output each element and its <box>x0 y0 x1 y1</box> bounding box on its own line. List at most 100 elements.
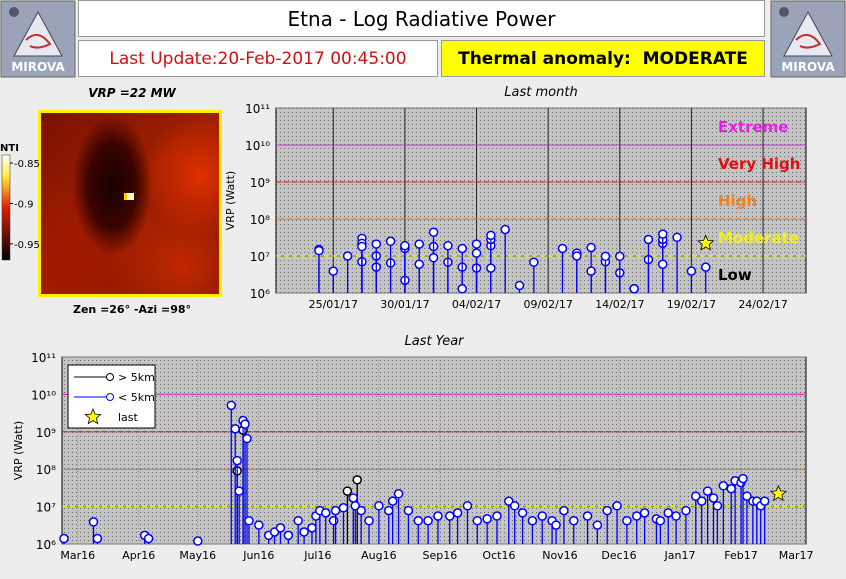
point <box>283 530 294 541</box>
x-tick-label: Apr16 <box>122 549 155 562</box>
point <box>602 505 612 516</box>
point <box>299 527 309 537</box>
colorbar-tick-label: -0.85 <box>14 159 40 170</box>
point <box>486 230 496 241</box>
point <box>658 259 668 269</box>
y-tick-label: 10¹¹ <box>245 102 270 116</box>
point <box>307 523 317 533</box>
point <box>457 243 467 254</box>
point <box>671 511 681 521</box>
x-tick-label: 24/02/17 <box>738 298 787 311</box>
point <box>350 501 361 511</box>
point <box>92 533 103 544</box>
point <box>738 473 748 484</box>
point <box>492 511 502 521</box>
point <box>383 505 394 516</box>
last-update: Last Update:20-Feb-2017 00:45:00 <box>78 40 438 77</box>
y-tick-label: 10⁹ <box>250 176 270 190</box>
x-tick-label: Jan17 <box>664 549 696 562</box>
x-tick-label: Mar16 <box>60 549 95 562</box>
x-tick-label: Aug16 <box>361 549 396 562</box>
y-tick-label: 10⁸ <box>250 213 270 227</box>
point <box>88 517 99 527</box>
y-tick-label: 10¹⁰ <box>245 139 270 153</box>
point <box>234 486 244 496</box>
x-tick-label: Sep16 <box>423 549 458 562</box>
x-tick-label: Mar17 <box>779 549 814 562</box>
point <box>639 508 650 518</box>
point <box>143 533 154 544</box>
point <box>443 240 453 251</box>
x-tick-label: 04/02/17 <box>452 298 501 311</box>
point <box>357 241 367 252</box>
point <box>509 501 520 511</box>
point <box>557 243 568 254</box>
point <box>433 511 443 521</box>
point <box>718 481 729 491</box>
logo-right: MIROVA <box>770 0 846 78</box>
point <box>655 515 666 526</box>
point <box>400 240 410 251</box>
point <box>672 232 682 243</box>
y-tick-label: 10⁶ <box>250 287 270 301</box>
point <box>356 505 366 516</box>
point <box>328 515 339 526</box>
point <box>342 251 353 261</box>
point <box>413 515 424 526</box>
y-axis-label: VRP (Watt) <box>12 421 25 480</box>
point <box>686 266 697 276</box>
point <box>374 501 384 511</box>
point <box>631 511 642 521</box>
y-tick-label: 10¹⁰ <box>31 388 56 402</box>
x-tick-label: 09/02/17 <box>523 298 572 311</box>
hotspot <box>127 193 134 200</box>
x-tick-label: 30/01/17 <box>380 298 429 311</box>
point <box>708 493 719 503</box>
x-tick-label: 25/01/17 <box>309 298 358 311</box>
point <box>517 508 528 518</box>
threshold-label: High <box>718 192 757 210</box>
point <box>472 515 483 526</box>
point <box>702 486 713 496</box>
point <box>696 496 707 506</box>
point <box>414 239 424 249</box>
point <box>352 475 362 485</box>
x-tick-label: Feb17 <box>724 549 757 562</box>
point <box>232 455 242 466</box>
page-title: Etna - Log Radiative Power <box>78 0 765 37</box>
y-tick-label: 10⁸ <box>36 463 56 477</box>
point <box>712 501 723 511</box>
anomaly-level: Thermal anomaly: MODERATE <box>441 40 765 77</box>
point <box>385 236 396 247</box>
chart-title: Last month <box>504 85 577 100</box>
point <box>681 505 691 516</box>
colorbar: NTI -0.85 -0.9 -0.95 <box>0 143 40 261</box>
point <box>586 266 596 276</box>
x-tick-label: May16 <box>179 549 216 562</box>
threshold-label: Very High <box>718 155 800 173</box>
point <box>658 229 668 239</box>
point <box>759 496 770 506</box>
point <box>742 491 752 501</box>
point <box>254 520 264 530</box>
point <box>59 533 69 544</box>
point <box>500 224 510 235</box>
x-tick-label: 19/02/17 <box>667 298 716 311</box>
point <box>230 424 240 434</box>
point <box>371 239 382 249</box>
geometry-label: Zen =26° -Azi =98° <box>72 303 192 316</box>
y-tick-label: 10⁷ <box>36 501 56 515</box>
point <box>244 515 254 526</box>
point <box>537 511 548 521</box>
logo-text: MIROVA <box>11 60 65 74</box>
point <box>414 259 424 269</box>
threshold-label: Moderate <box>718 229 799 247</box>
threshold-label: Low <box>718 266 752 284</box>
point <box>529 257 539 267</box>
y-tick-label: 10⁶ <box>36 538 56 552</box>
point <box>444 511 455 521</box>
point <box>629 284 639 294</box>
point <box>700 262 711 272</box>
point <box>320 508 331 518</box>
